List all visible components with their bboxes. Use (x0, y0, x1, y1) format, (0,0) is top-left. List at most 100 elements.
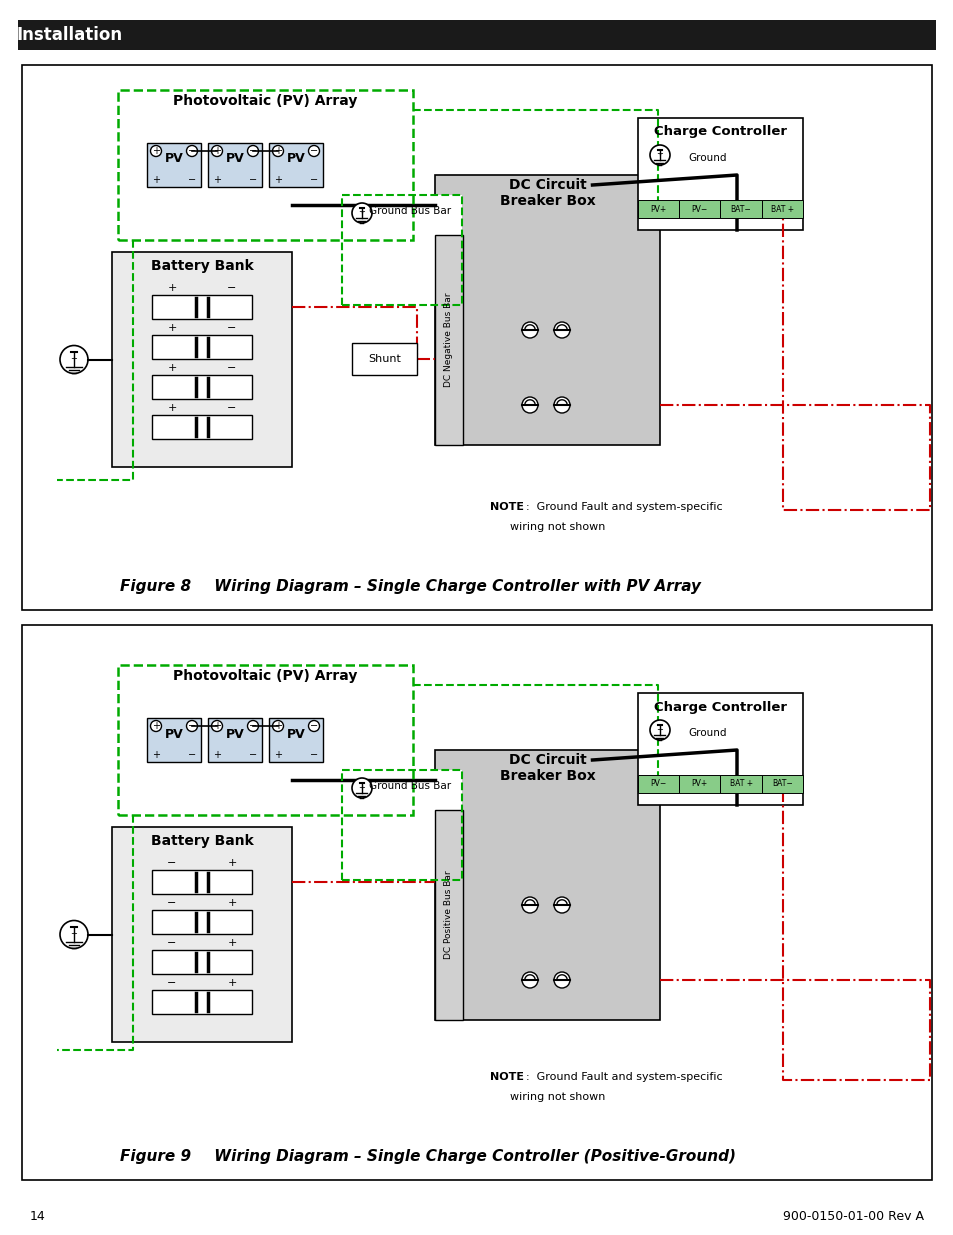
Text: :  Ground Fault and system-specific: : Ground Fault and system-specific (525, 1072, 721, 1082)
Bar (435, 810, 462, 1020)
Text: PV: PV (286, 152, 305, 165)
Text: PV+: PV+ (650, 205, 666, 214)
Circle shape (554, 322, 569, 338)
Circle shape (151, 720, 161, 731)
Circle shape (554, 396, 569, 412)
Bar (760, 200, 802, 219)
Bar (152, 910, 252, 934)
Text: −: − (188, 146, 196, 156)
Text: +: + (71, 929, 77, 937)
Text: +: + (152, 175, 160, 185)
Text: +: + (213, 175, 221, 185)
Text: +: + (656, 149, 662, 158)
Text: +: + (274, 750, 282, 760)
Text: 900-0150-01-00 Rev A: 900-0150-01-00 Rev A (782, 1210, 923, 1224)
Circle shape (273, 146, 283, 157)
Text: +: + (227, 858, 236, 868)
Bar (341, 195, 461, 305)
Bar (435, 175, 659, 445)
Bar (112, 252, 292, 467)
Text: −: − (249, 175, 256, 185)
Bar (118, 90, 413, 240)
Text: Ground: Ground (688, 727, 726, 739)
Text: Shunt: Shunt (368, 354, 400, 364)
Text: −: − (167, 978, 176, 988)
Circle shape (308, 720, 319, 731)
Bar (638, 776, 679, 793)
Bar (679, 200, 720, 219)
Text: wiring not shown: wiring not shown (510, 522, 605, 532)
Text: +: + (152, 146, 160, 156)
Bar (118, 664, 413, 815)
Circle shape (649, 720, 669, 740)
Circle shape (212, 720, 222, 731)
Text: +: + (213, 750, 221, 760)
Text: PV+: PV+ (691, 779, 707, 788)
Text: +: + (167, 283, 176, 293)
Bar (152, 295, 252, 319)
Text: +: + (167, 403, 176, 412)
Text: Wiring Diagram – Single Charge Controller (Positive-Ground): Wiring Diagram – Single Charge Controlle… (188, 1149, 735, 1163)
Text: Charge Controller: Charge Controller (654, 126, 786, 138)
Bar (679, 776, 720, 793)
Text: +: + (227, 978, 236, 988)
Text: Ground Bus Bar: Ground Bus Bar (369, 206, 451, 216)
Bar (152, 990, 252, 1014)
Text: +: + (167, 363, 176, 373)
Bar (118, 664, 413, 815)
Text: −: − (227, 403, 236, 412)
Text: +: + (213, 721, 221, 731)
Bar (152, 869, 252, 894)
Text: +: + (656, 725, 662, 734)
Bar (18, 20, 935, 49)
Bar (152, 375, 252, 399)
Text: Battery Bank: Battery Bank (151, 834, 253, 848)
Circle shape (60, 920, 88, 948)
Text: +: + (274, 721, 282, 731)
Text: −: − (249, 750, 256, 760)
Text: BAT−: BAT− (771, 779, 792, 788)
Text: −: − (227, 324, 236, 333)
Text: Ground: Ground (688, 153, 726, 163)
Text: +: + (274, 175, 282, 185)
Text: +: + (227, 939, 236, 948)
Circle shape (273, 720, 283, 731)
Text: :  Ground Fault and system-specific: : Ground Fault and system-specific (525, 501, 721, 513)
Bar (341, 195, 461, 305)
Text: BAT +: BAT + (770, 205, 793, 214)
Bar (112, 827, 292, 1042)
Text: +: + (152, 750, 160, 760)
Text: Ground Bus Bar: Ground Bus Bar (369, 781, 451, 790)
Circle shape (247, 720, 258, 731)
Text: PV: PV (226, 727, 244, 741)
Text: −: − (249, 146, 256, 156)
Bar (435, 750, 659, 1020)
Text: Figure 8: Figure 8 (120, 578, 191, 594)
Circle shape (554, 897, 569, 913)
Text: Figure 9: Figure 9 (120, 1149, 191, 1163)
Bar (22, 65, 931, 610)
Text: +: + (227, 898, 236, 908)
Text: Charge Controller: Charge Controller (654, 700, 786, 714)
Text: −: − (249, 721, 256, 731)
Text: −: − (167, 858, 176, 868)
Bar (22, 625, 931, 1179)
Bar (638, 200, 679, 219)
Text: Photovoltaic (PV) Array: Photovoltaic (PV) Array (173, 94, 357, 107)
Text: +: + (358, 207, 365, 216)
Text: −: − (310, 175, 317, 185)
Circle shape (521, 972, 537, 988)
Bar (208, 718, 262, 762)
Circle shape (247, 146, 258, 157)
Text: PV: PV (226, 152, 244, 165)
Text: NOTE: NOTE (490, 1072, 523, 1082)
Text: +: + (274, 146, 282, 156)
Bar (152, 415, 252, 438)
Text: −: − (188, 721, 196, 731)
Text: NOTE: NOTE (490, 501, 523, 513)
Text: Installation: Installation (17, 26, 123, 44)
Circle shape (352, 778, 372, 798)
Text: PV: PV (165, 152, 183, 165)
Bar (341, 769, 461, 881)
Bar (152, 335, 252, 359)
